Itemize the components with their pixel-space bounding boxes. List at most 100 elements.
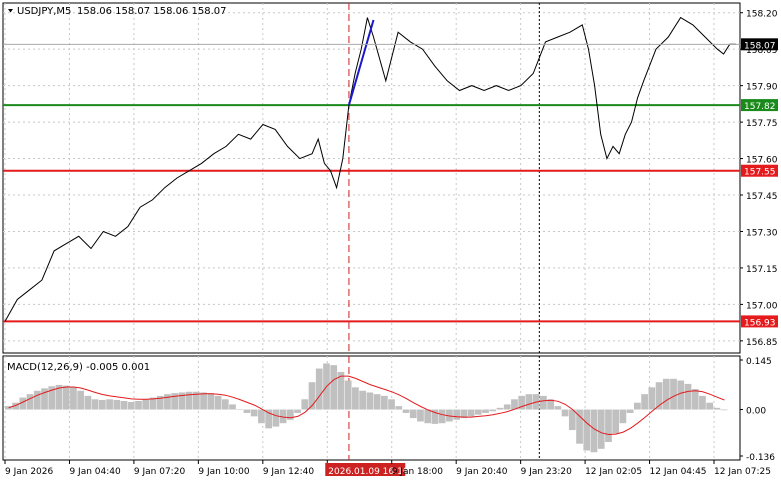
price-tick-label: 157.00 [746,301,778,311]
macd-histogram-bar [366,392,374,410]
macd-histogram-bar [402,409,410,413]
macd-tick-label: 0.145 [746,357,772,367]
time-tick-label: 9 Jan 18:00 [392,467,444,477]
macd-histogram-bar [518,395,526,410]
price-layer [3,16,740,322]
macd-histogram-bar [62,385,70,410]
level-label: 157.55 [744,168,776,178]
macd-histogram-bar [691,389,699,410]
collapse-arrow-icon[interactable] [8,9,13,13]
price-tick-label: 156.85 [746,338,778,348]
macd-histogram-bar [590,409,598,453]
levels-layer [3,3,740,460]
price-tick-label: 158.05 [746,46,778,56]
price-tick-label: 158.20 [746,10,778,20]
macd-histogram-bar [359,390,366,410]
macd-histogram-bar [279,409,287,424]
macd-histogram-bar [380,395,388,410]
macd-histogram-bar [409,409,417,419]
macd-histogram-bar [178,392,186,410]
macd-histogram-bar [221,399,229,410]
macd-histogram-bar [648,387,656,410]
macd-histogram-bar [315,368,323,410]
time-tick-label: 9 Jan 07:20 [134,467,186,477]
macd-histogram-bar [634,402,641,410]
macd-histogram-bar [84,395,92,410]
macd-histogram-bar [156,395,164,410]
macd-histogram-bar [467,409,475,417]
level-label-box [741,315,778,328]
price-tick-label: 157.75 [746,119,778,129]
macd-histogram-bar [55,384,63,410]
macd-histogram-bar [308,382,316,410]
macd-histogram-bar [200,392,207,410]
macd-histogram-bar [41,388,48,410]
symbol-label: USDJPY,M5 [17,6,71,17]
macd-histogram-bar [26,394,34,410]
macd-histogram-bar [250,409,258,417]
price-pane-frame [2,2,741,354]
macd-histogram-bar [77,390,85,410]
macd-histogram-bar [286,409,294,420]
axis-layer: 158.20 158.05 157.90 157.75 157.60 157.45 157.… [4,10,778,477]
macd-histogram-bar [482,409,489,413]
macd-histogram-bar [301,399,309,410]
macd-histogram-bar [670,378,677,410]
macd-histogram-bar [388,399,395,410]
price-tick-label: 157.30 [746,228,778,238]
macd-histogram-bar [352,387,359,410]
macd-histogram-bar [48,386,56,410]
macd-histogram-bar [655,382,663,410]
macd-histogram-bar [149,397,157,410]
time-tick-label: 9 Jan 10:00 [198,467,250,477]
macd-histogram-bar [503,404,511,410]
macd-histogram-bar [677,380,685,410]
macd-histogram-bar [684,383,692,410]
macd-histogram-bar [417,409,424,422]
time-tick-label: 9 Jan 2026 [5,467,53,477]
price-tick-label: 157.45 [746,192,778,202]
price-tick-label: 157.90 [746,83,778,93]
macd-histogram-bar [706,402,714,410]
macd-histogram-bar [294,409,301,413]
macd-histogram-bar [265,409,273,429]
macd-tick-label: 0.00 [746,407,766,417]
macd-histogram-bar [713,407,721,410]
macd-histogram-bar [662,378,670,410]
highlighted-time-box [325,463,406,476]
time-tick-label: 12 Jan 02:05 [585,467,642,477]
macd-histogram-bar [540,395,547,410]
macd-signal-line [8,375,725,436]
macd-histogram-bar [373,394,381,410]
level-label: 157.82 [744,102,776,112]
time-tick-label: 9 Jan 12:40 [263,467,315,477]
macd-histogram-bar [258,409,265,424]
macd-histogram-bar [106,399,113,410]
grid-layer [3,3,740,460]
macd-histogram-bar [460,409,468,419]
macd-histogram-bar [91,399,99,410]
time-tick-label: 2026.01.09 16:10 [328,467,409,477]
macd-histogram-bar [626,409,634,413]
macd-histogram-bar [236,409,244,411]
macd-histogram-bar [229,404,236,410]
macd-histogram-bar [612,409,620,434]
macd-histogram-bar [699,395,706,410]
macd-indicator-label: MACD(12,26,9) -0.005 0.001 [7,362,150,373]
macd-histogram-bar [12,402,19,410]
macd-histogram-bar [33,390,41,410]
macd-histogram-bar [337,371,345,410]
macd-histogram-bar [207,393,215,410]
macd-histogram-bar [597,409,605,449]
current-price-box [741,38,778,51]
macd-histogram-bar [127,402,135,410]
level-label: 156.93 [744,318,776,328]
macd-histogram-bar [192,391,200,410]
macd-histogram-bar [547,399,554,410]
time-tick-label: 9 Jan 20:40 [456,467,508,477]
macd-histogram-bar [554,406,562,410]
price-series-line [4,16,736,322]
macd-histogram-bar [98,399,106,410]
macd-histogram-bar [243,409,251,413]
